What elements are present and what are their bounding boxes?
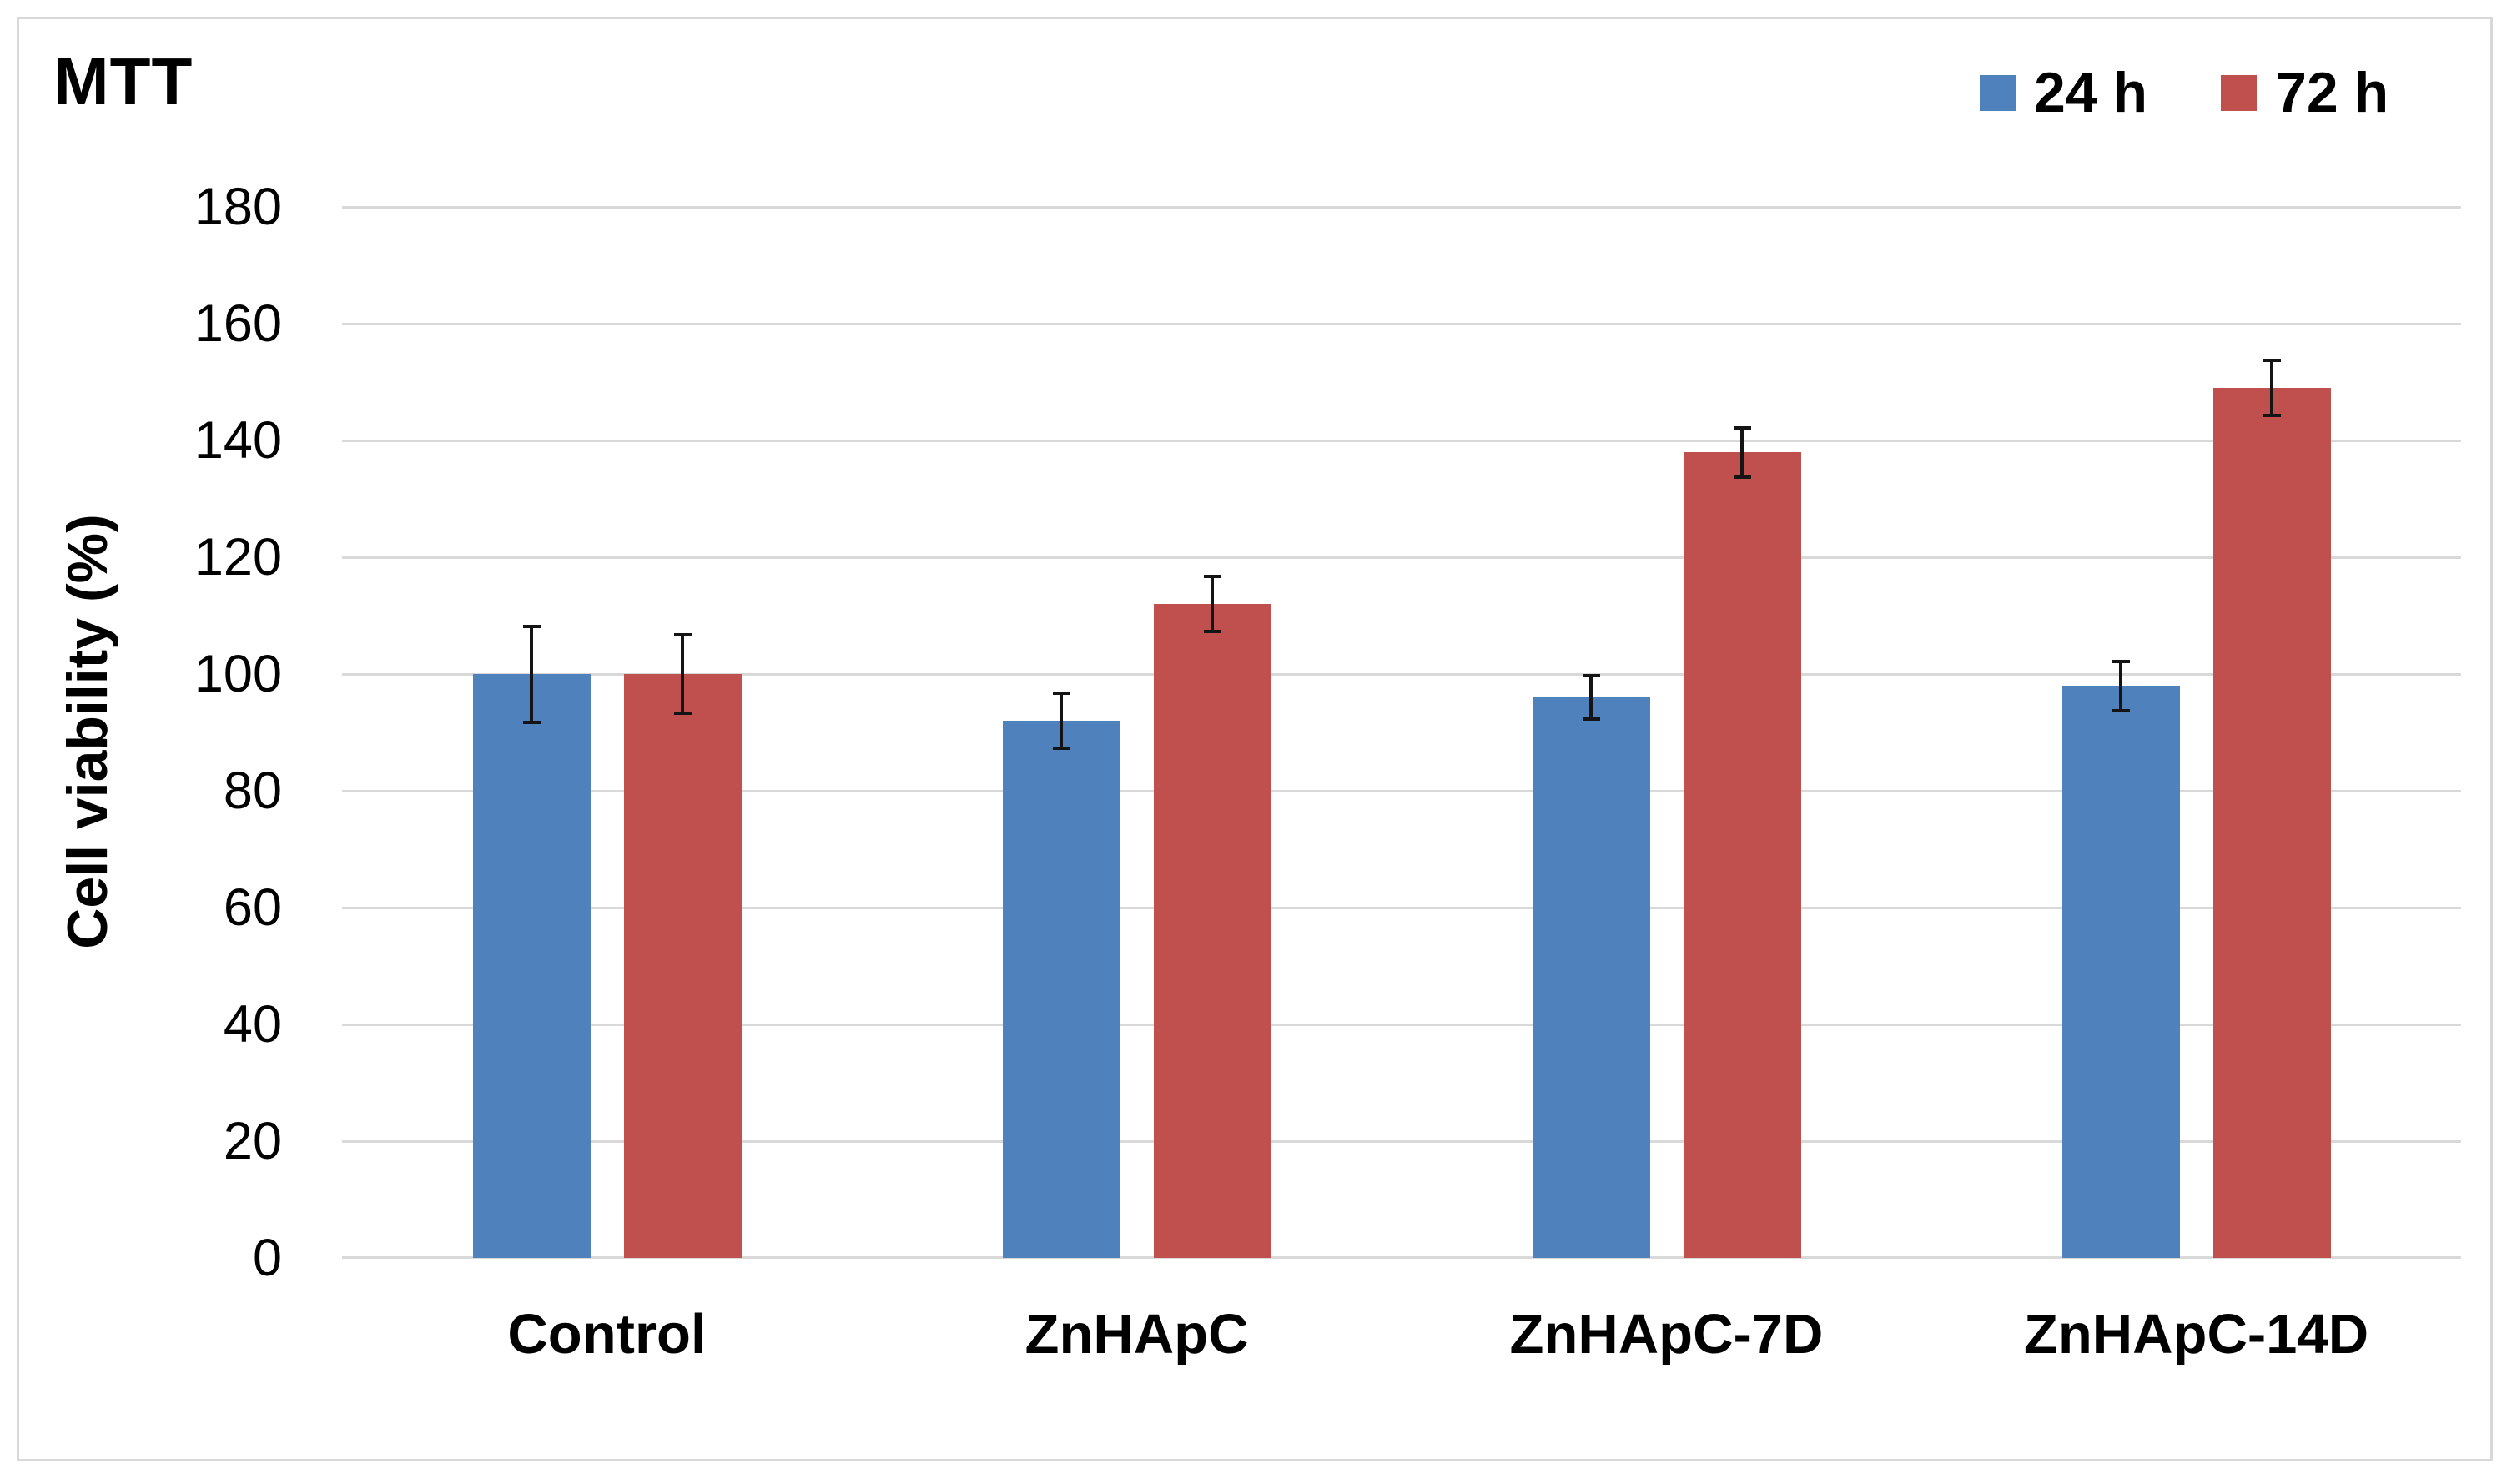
legend-item-72h: 72 h <box>2221 60 2389 125</box>
error-bar-24-h-znhapc-7d <box>1582 674 1600 721</box>
y-tick-label-80: 80 <box>223 762 282 820</box>
gridline-80 <box>342 789 2461 792</box>
x-axis-line <box>342 1256 2461 1259</box>
y-tick-label-60: 60 <box>223 878 282 937</box>
error-line <box>1211 575 1214 633</box>
error-cap-bottom <box>1203 630 1221 633</box>
gridline-120 <box>342 556 2461 559</box>
legend-swatch-24h-icon <box>1980 74 2016 111</box>
error-line <box>2270 359 2273 417</box>
bar-72-h-znhapc <box>1153 604 1271 1258</box>
y-tick-label-0: 0 <box>252 1229 282 1287</box>
error-bar-72-h-znhapc-14d <box>2263 359 2281 417</box>
error-bar-24-h-znhapc-14d <box>2112 659 2130 712</box>
gridline-20 <box>342 1139 2461 1143</box>
gridline-60 <box>342 906 2461 909</box>
y-tick-label-120: 120 <box>194 528 282 586</box>
error-bar-72-h-control <box>673 633 692 715</box>
bar-72-h-znhapc-7d <box>1683 452 1801 1258</box>
y-axis-tick-labels: 0 20 40 60 80 100 120 140 160 180 <box>125 178 282 1287</box>
x-category-label-znhapc: ZnHApC <box>1024 1303 1249 1366</box>
error-cap-bottom <box>2263 414 2281 417</box>
error-line <box>1740 425 1744 479</box>
legend-label-72h: 72 h <box>2275 61 2389 124</box>
bar-24-h-znhapc-14d <box>2061 686 2180 1258</box>
y-tick-label-20: 20 <box>223 1112 282 1170</box>
error-bar-72-h-znhapc <box>1203 575 1221 633</box>
y-tick-label-100: 100 <box>194 645 282 703</box>
error-bar-72-h-znhapc-7d <box>1733 425 1751 479</box>
legend: 24 h 72 h <box>1980 55 2389 130</box>
y-tick-label-160: 160 <box>194 294 282 353</box>
x-category-label-control: Control <box>507 1303 707 1366</box>
error-line <box>1589 674 1593 721</box>
error-line <box>530 624 533 724</box>
gridline-160 <box>342 322 2461 325</box>
bar-72-h-znhapc-14d <box>2212 388 2331 1258</box>
legend-item-24h: 24 h <box>1980 60 2147 125</box>
error-bar-24-h-control <box>522 624 541 724</box>
gridline-100 <box>342 672 2461 676</box>
error-cap-bottom <box>522 720 541 724</box>
bar-24-h-znhapc <box>1002 721 1120 1258</box>
error-cap-bottom <box>2112 708 2130 712</box>
bar-72-h-control <box>623 674 742 1258</box>
error-cap-bottom <box>1582 717 1600 721</box>
chart-title: MTT <box>53 44 194 118</box>
error-line <box>681 633 684 715</box>
error-cap-bottom <box>673 712 692 715</box>
legend-label-24h: 24 h <box>2034 61 2148 124</box>
error-bar-24-h-znhapc <box>1052 692 1070 750</box>
y-tick-label-180: 180 <box>194 178 282 236</box>
bar-24-h-control <box>472 674 591 1258</box>
error-cap-bottom <box>1052 747 1070 750</box>
error-line <box>2119 659 2122 712</box>
gridline-40 <box>342 1023 2461 1026</box>
x-category-label-znhapc-14d: ZnHApC-14D <box>2023 1303 2369 1366</box>
y-tick-label-140: 140 <box>194 411 282 470</box>
x-category-label-znhapc-7d: ZnHApC-7D <box>1509 1303 1824 1366</box>
error-cap-bottom <box>1733 475 1751 479</box>
legend-swatch-72h-icon <box>2221 74 2258 111</box>
gridline-180 <box>342 205 2461 209</box>
plot-area <box>342 205 2461 1259</box>
bar-24-h-znhapc-7d <box>1532 697 1650 1258</box>
gridline-140 <box>342 439 2461 442</box>
error-line <box>1060 692 1063 750</box>
x-axis-category-labels: Control ZnHApC ZnHApC-7D ZnHApC-14D <box>342 1293 2461 1376</box>
y-tick-label-40: 40 <box>223 995 282 1054</box>
